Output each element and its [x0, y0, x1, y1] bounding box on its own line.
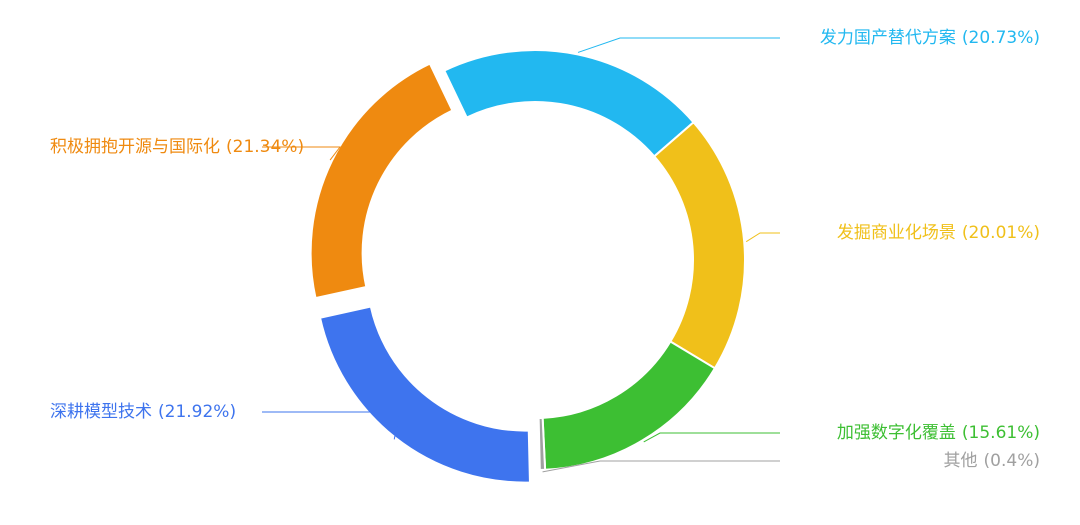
slice-label-name: 积极拥抱开源与国际化: [50, 137, 220, 157]
slice-label-value: (21.92%): [158, 402, 236, 422]
slice-label-value: (15.61%): [962, 423, 1040, 443]
pie-slice: [541, 340, 717, 471]
slice-label: 其他 (0.4%): [944, 451, 1040, 471]
slice-label-name: 深耕模型技术: [50, 402, 152, 422]
leader-line: [262, 146, 342, 161]
slice-label-value: (21.34%): [226, 137, 304, 157]
slice-label-name: 发掘商业化场景: [837, 223, 956, 243]
slice-label-name: 加强数字化覆盖: [837, 423, 956, 443]
slice-label-name: 其他: [944, 451, 978, 471]
leader-line: [745, 232, 780, 243]
leader-line: [262, 411, 401, 440]
leader-line: [542, 460, 780, 473]
slice-label-value: (20.01%): [962, 223, 1040, 243]
slice-label: 积极拥抱开源与国际化 (21.34%): [50, 137, 304, 157]
pie-slice: [309, 62, 454, 300]
slice-label-value: (0.4%): [984, 451, 1040, 471]
pie-slice: [318, 305, 531, 484]
slice-label-value: (20.73%): [962, 28, 1040, 48]
pie-slice: [652, 120, 746, 370]
leader-line: [643, 432, 780, 443]
slice-label: 加强数字化覆盖 (15.61%): [837, 423, 1040, 443]
slice-label: 深耕模型技术 (21.92%): [50, 402, 236, 422]
pie-slice: [442, 49, 695, 158]
slice-label-name: 发力国产替代方案: [820, 28, 956, 48]
slice-label: 发掘商业化场景 (20.01%): [837, 223, 1040, 243]
leader-line: [577, 37, 780, 53]
pie-slice: [537, 416, 547, 471]
slice-label: 发力国产替代方案 (20.73%): [820, 28, 1040, 48]
